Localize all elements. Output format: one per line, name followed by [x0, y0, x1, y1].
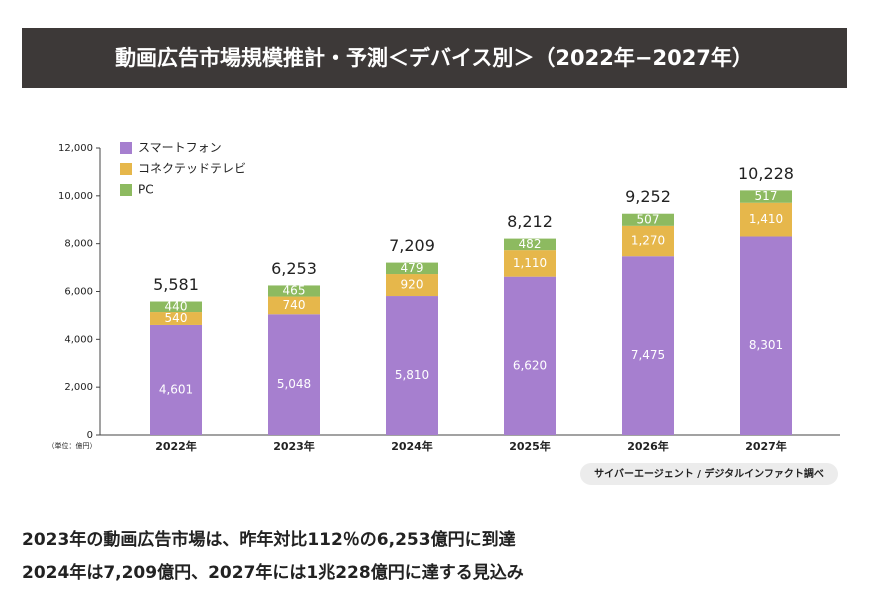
source: サイバーエージェント / デジタルインファクト調べ	[594, 467, 824, 480]
bar-segment	[386, 296, 438, 435]
value-label: 1,410	[749, 212, 783, 226]
value-label: 1,270	[631, 234, 665, 248]
bar-segment	[504, 276, 556, 435]
x-tick-label: 2024年	[391, 439, 433, 453]
bar-segment	[268, 314, 320, 435]
bar-segment	[622, 256, 674, 435]
legend-swatch	[120, 184, 132, 196]
total-label: 5,581	[153, 275, 199, 294]
bar-segment	[386, 274, 438, 297]
x-tick-label: 2026年	[627, 439, 669, 453]
y-tick-label: 6,000	[64, 287, 93, 298]
bar-segment	[150, 312, 202, 325]
value-label: 517	[755, 189, 778, 203]
value-label: 479	[401, 261, 424, 275]
bar-segment	[386, 262, 438, 275]
legend-label: コネクテッドテレビ	[138, 162, 246, 176]
x-tick-label: 2023年	[273, 439, 315, 453]
value-label: 920	[401, 278, 424, 292]
total-label: 8,212	[507, 212, 553, 231]
y-tick-label: 4,000	[64, 334, 93, 345]
value-label: 1,110	[513, 256, 547, 270]
total-label: 9,252	[625, 187, 671, 206]
bar-segment	[622, 213, 674, 226]
bar-segment	[740, 202, 792, 237]
total-label: 6,253	[271, 259, 317, 278]
legend-label: スマートフォン	[138, 141, 222, 155]
value-label: 7,475	[631, 348, 665, 362]
bar-segment	[150, 324, 202, 435]
x-tick-label: 2027年	[745, 439, 787, 453]
bar-segment	[268, 296, 320, 315]
legend-swatch	[120, 163, 132, 175]
y-tick-label: 10,000	[58, 191, 93, 202]
total-label: 7,209	[389, 236, 435, 255]
footer-line: 2023年の動画広告市場は、昨年対比112％の6,253億円に到達	[22, 529, 516, 550]
value-label: 740	[283, 298, 306, 312]
bar-segment	[268, 285, 320, 297]
bar-segment	[150, 301, 202, 313]
legend-label: PC	[138, 183, 154, 197]
total-label: 10,228	[738, 164, 794, 183]
value-label: 482	[519, 237, 542, 251]
footer-line: 2024年は7,209億円、2027年には1兆228億円に達する見込み	[22, 562, 524, 583]
value-label: 6,620	[513, 358, 547, 372]
x-tick-label: 2025年	[509, 439, 551, 453]
title-banner	[22, 28, 847, 88]
value-label: 5,810	[395, 368, 429, 382]
bar-segment	[740, 190, 792, 203]
y-tick-label: 12,000	[58, 143, 93, 154]
unit-note: （単位：億円）	[48, 441, 97, 450]
value-label: 507	[637, 212, 660, 226]
bar-segment	[504, 250, 556, 277]
value-label: 540	[165, 311, 188, 325]
source-badge	[580, 463, 838, 485]
value-label: 5,048	[277, 377, 311, 391]
x-tick-label: 2022年	[155, 439, 197, 453]
value-label: 440	[165, 299, 188, 313]
bar-segment	[622, 225, 674, 257]
value-label: 4,601	[159, 382, 193, 396]
y-tick-label: 8,000	[64, 239, 93, 250]
chart-title: 動画広告市場規模推計・予測＜デバイス別＞（2022年−2027年）	[115, 46, 753, 70]
y-tick-label: 2,000	[64, 382, 93, 393]
bar-segment	[504, 238, 556, 251]
bar-segment	[740, 236, 792, 435]
value-label: 8,301	[749, 338, 783, 352]
y-tick-label: 0	[87, 430, 93, 441]
legend-swatch	[120, 142, 132, 154]
value-label: 465	[283, 284, 306, 298]
